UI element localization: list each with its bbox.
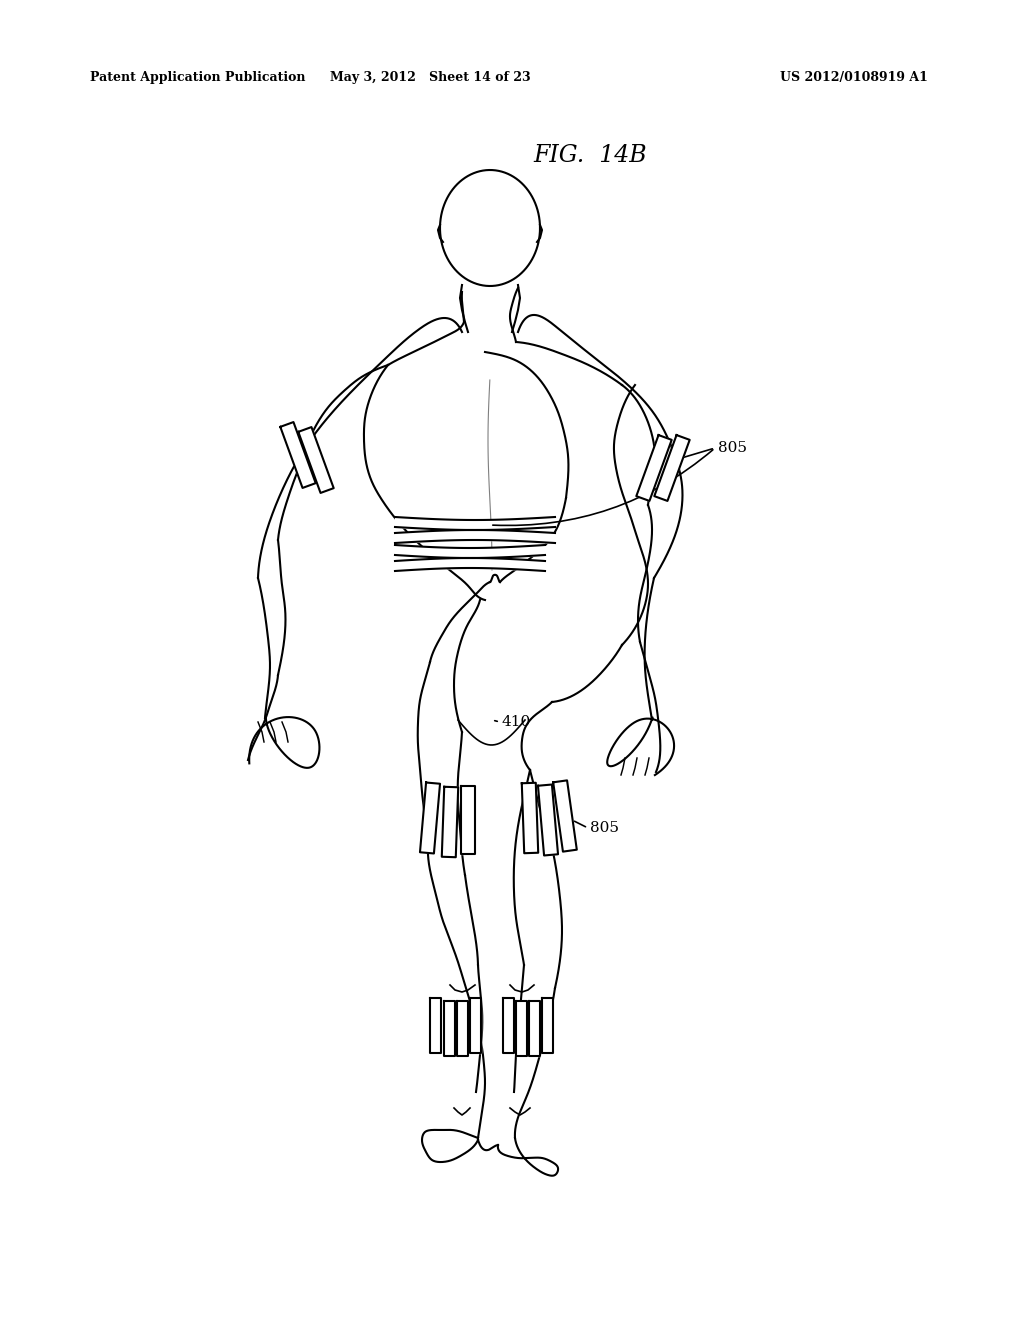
- Text: FIG.  14B: FIG. 14B: [534, 144, 647, 166]
- Polygon shape: [538, 784, 558, 855]
- Text: 410: 410: [502, 715, 531, 729]
- Text: May 3, 2012   Sheet 14 of 23: May 3, 2012 Sheet 14 of 23: [330, 71, 530, 84]
- Polygon shape: [441, 787, 458, 857]
- Polygon shape: [542, 998, 553, 1052]
- Text: 805: 805: [718, 441, 746, 455]
- Polygon shape: [528, 1001, 540, 1056]
- Polygon shape: [443, 1001, 455, 1056]
- Polygon shape: [281, 422, 315, 488]
- Text: US 2012/0108919 A1: US 2012/0108919 A1: [780, 71, 928, 84]
- Polygon shape: [298, 428, 334, 492]
- Polygon shape: [636, 436, 672, 500]
- Polygon shape: [420, 783, 440, 854]
- Polygon shape: [503, 998, 513, 1052]
- Polygon shape: [469, 998, 480, 1052]
- Polygon shape: [515, 1001, 526, 1056]
- Polygon shape: [461, 785, 475, 854]
- Polygon shape: [553, 780, 577, 851]
- Polygon shape: [429, 998, 440, 1052]
- Polygon shape: [654, 436, 690, 500]
- Text: 805: 805: [590, 821, 618, 836]
- Polygon shape: [522, 783, 539, 853]
- Polygon shape: [457, 1001, 468, 1056]
- Text: Patent Application Publication: Patent Application Publication: [90, 71, 305, 84]
